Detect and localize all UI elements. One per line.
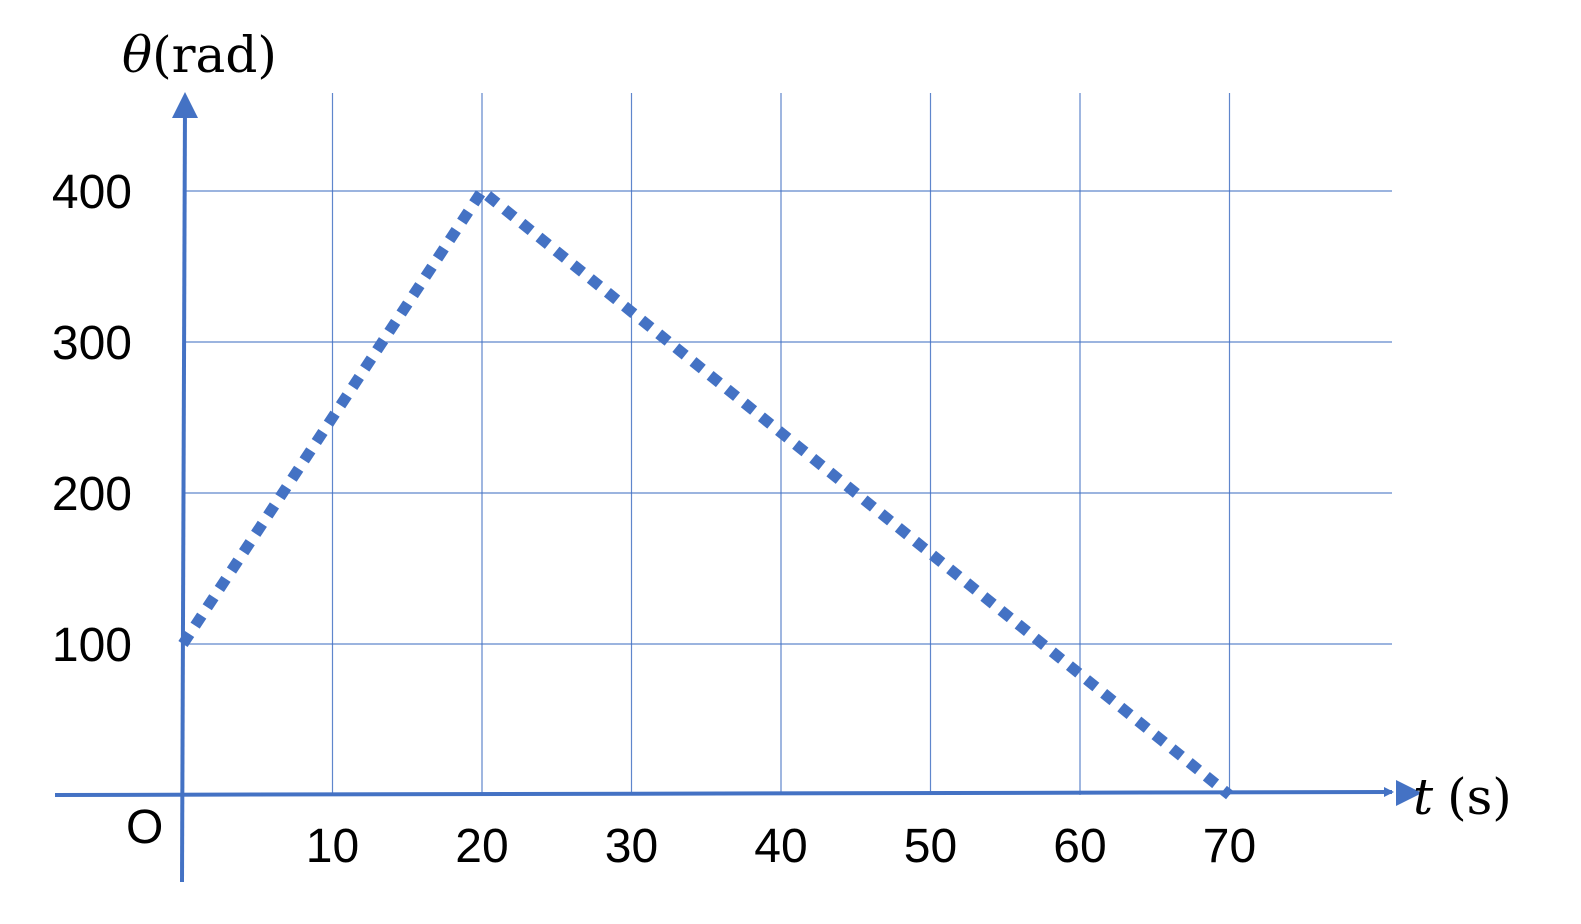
x-tick-label-20: 20 [455,820,508,873]
origin-label: O [126,801,163,854]
series-line-0 [178,182,1233,800]
y-axis-label: θ(rad) [122,26,277,84]
grid [183,93,1392,795]
x-axis-unit: (s) [1447,768,1512,826]
x-axis-label: t (s) [1413,768,1512,826]
tick-labels: 10 20 30 40 50 60 70 100 200 300 400 [52,166,1256,873]
y-axis-unit: (rad) [152,26,277,84]
axes [54,92,1422,883]
y-tick-label-200: 200 [52,468,132,521]
x-axis-symbol: t [1413,768,1434,826]
x-tick-label-40: 40 [754,820,807,873]
x-tick-label-30: 30 [605,820,658,873]
y-axis [179,102,190,883]
x-axis [54,787,1394,798]
y-tick-label-300: 300 [52,317,132,370]
x-tick-label-70: 70 [1203,820,1256,873]
y-axis-symbol: θ [122,26,152,84]
y-axis-arrowhead [172,92,198,118]
x-tick-label-60: 60 [1053,820,1106,873]
y-tick-label-100: 100 [52,619,132,672]
y-tick-label-400: 400 [52,166,132,219]
series-layer [178,182,1233,800]
x-tick-label-50: 50 [904,820,957,873]
x-tick-label-10: 10 [306,820,359,873]
x-axis-arrowhead [1396,780,1422,806]
